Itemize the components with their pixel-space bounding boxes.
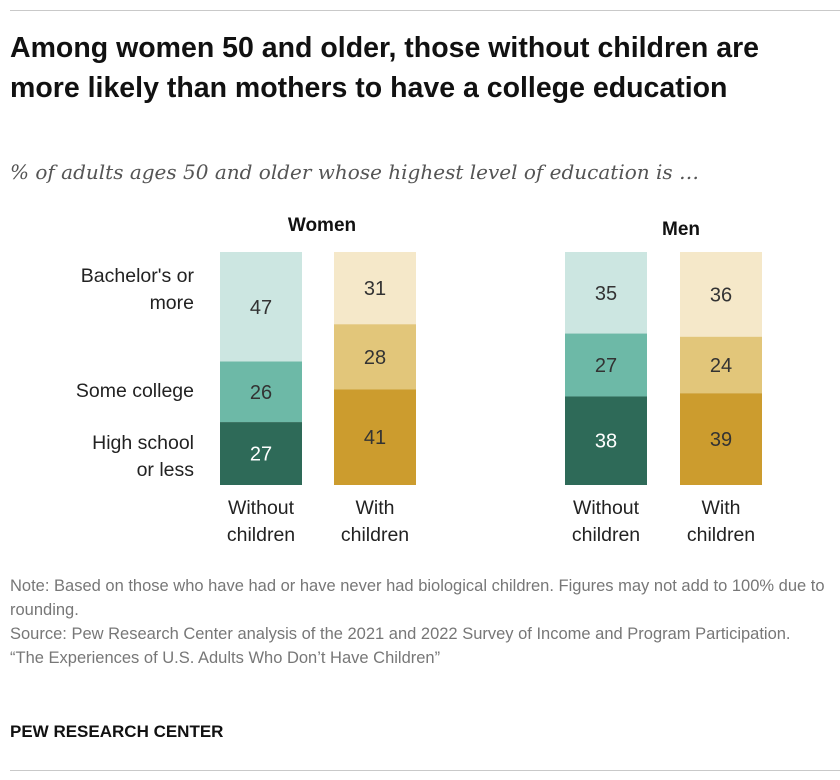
- category-label-women-without: Without children: [227, 497, 295, 546]
- data-label: 47: [250, 297, 272, 319]
- bar-segment-women-with-2: [334, 389, 416, 485]
- level-label-0: Bachelor's or more: [81, 265, 195, 314]
- panel-title-women: Women: [288, 215, 356, 236]
- source-text: Source: Pew Research Center analysis of …: [10, 625, 791, 643]
- chart-subtitle: % of adults ages 50 and older whose high…: [10, 160, 700, 184]
- bar-segment-women-with-1: [334, 324, 416, 390]
- bar-segment-women-without-2: [220, 422, 302, 485]
- report-title: “The Experiences of U.S. Adults Who Don’…: [10, 649, 441, 667]
- level-label-1: Some college: [76, 380, 194, 402]
- brand-label: PEW RESEARCH CENTER: [10, 722, 224, 741]
- data-label: 27: [595, 355, 617, 377]
- data-label: 41: [364, 427, 386, 449]
- data-label: 26: [250, 382, 272, 404]
- category-label-men-without: Without children: [572, 497, 640, 546]
- bar-segment-men-with-1: [680, 336, 762, 394]
- data-label: 31: [364, 278, 386, 300]
- data-label: 35: [595, 283, 617, 305]
- top-rule: [10, 10, 840, 11]
- bar-segment-men-without-1: [565, 333, 647, 397]
- panel-title-men: Men: [662, 219, 700, 240]
- data-label: 36: [710, 284, 732, 306]
- bottom-rule: [10, 770, 840, 771]
- data-label: 28: [364, 347, 386, 369]
- stacked-bar-chart: Women 47 26 27 Without children 31 28 41 With chil…: [76, 215, 762, 546]
- bar-segment-men-with-0: [680, 252, 762, 337]
- note-text: Note: Based on those who have had or hav…: [10, 577, 825, 619]
- bar-segment-women-without-0: [220, 252, 302, 362]
- data-label: 39: [710, 429, 732, 451]
- bar-segment-men-without-0: [565, 252, 647, 334]
- category-label-women-with: With children: [341, 497, 409, 546]
- bar-segment-women-with-0: [334, 252, 416, 325]
- data-label: 24: [710, 355, 732, 377]
- bar-segment-men-without-2: [565, 396, 647, 485]
- data-label: 27: [250, 444, 272, 466]
- level-label-2: High school or less: [92, 432, 194, 481]
- data-label: 38: [595, 431, 617, 453]
- bar-segment-men-with-2: [680, 393, 762, 485]
- notes-block: Note: Based on those who have had or hav…: [10, 574, 840, 670]
- chart-title: Among women 50 and older, those without …: [10, 32, 760, 104]
- bar-segment-women-without-1: [220, 361, 302, 423]
- category-label-men-with: With children: [687, 497, 755, 546]
